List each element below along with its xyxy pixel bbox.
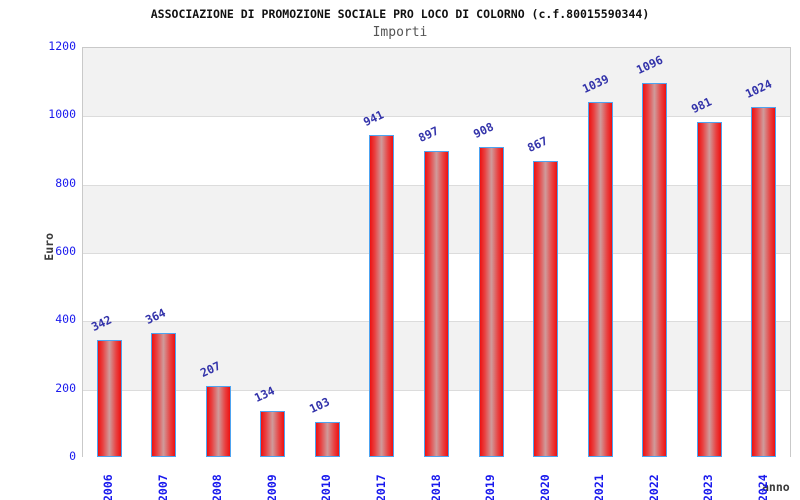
bar <box>314 421 340 457</box>
x-tick-label: 2024 <box>755 474 770 500</box>
y-tick-label: 200 <box>55 380 76 395</box>
bar <box>642 82 668 457</box>
bar <box>587 102 613 457</box>
bar <box>96 340 122 457</box>
bar <box>751 107 777 457</box>
bar <box>369 135 395 457</box>
y-tick-label: 1200 <box>48 39 76 53</box>
y-tick-label: 400 <box>55 312 76 327</box>
bar <box>478 146 504 457</box>
bar <box>205 386 231 457</box>
x-tick-label: 2021 <box>592 474 607 500</box>
y-tick-label: 1000 <box>48 107 76 122</box>
x-tick-label: 2020 <box>537 474 552 500</box>
chart-title: ASSOCIAZIONE DI PROMOZIONE SOCIALE PRO L… <box>150 7 650 21</box>
bar <box>533 160 559 457</box>
x-tick-label: 2009 <box>264 474 279 500</box>
bar <box>260 411 286 457</box>
y-tick-label: 600 <box>55 244 76 258</box>
chart-subtitle: Importi <box>372 25 428 40</box>
y-tick-label: 800 <box>55 175 76 190</box>
x-tick-label: 2022 <box>646 474 661 500</box>
y-tick-label: 0 <box>69 449 76 463</box>
plot-band <box>83 48 790 117</box>
x-tick-label: 2018 <box>428 474 443 500</box>
bar <box>424 150 449 457</box>
x-tick-label: 2010 <box>319 474 334 500</box>
x-tick-label: 2019 <box>483 474 498 500</box>
x-axis-label: anno <box>762 480 790 494</box>
x-tick-label: 2007 <box>155 474 170 500</box>
bar <box>696 121 722 457</box>
x-tick-label: 2023 <box>701 474 716 500</box>
bar <box>151 332 177 457</box>
gridline <box>83 116 790 118</box>
x-tick-label: 2017 <box>373 474 388 500</box>
x-tick-label: 2006 <box>101 474 116 500</box>
x-tick-label: 2008 <box>210 474 225 500</box>
